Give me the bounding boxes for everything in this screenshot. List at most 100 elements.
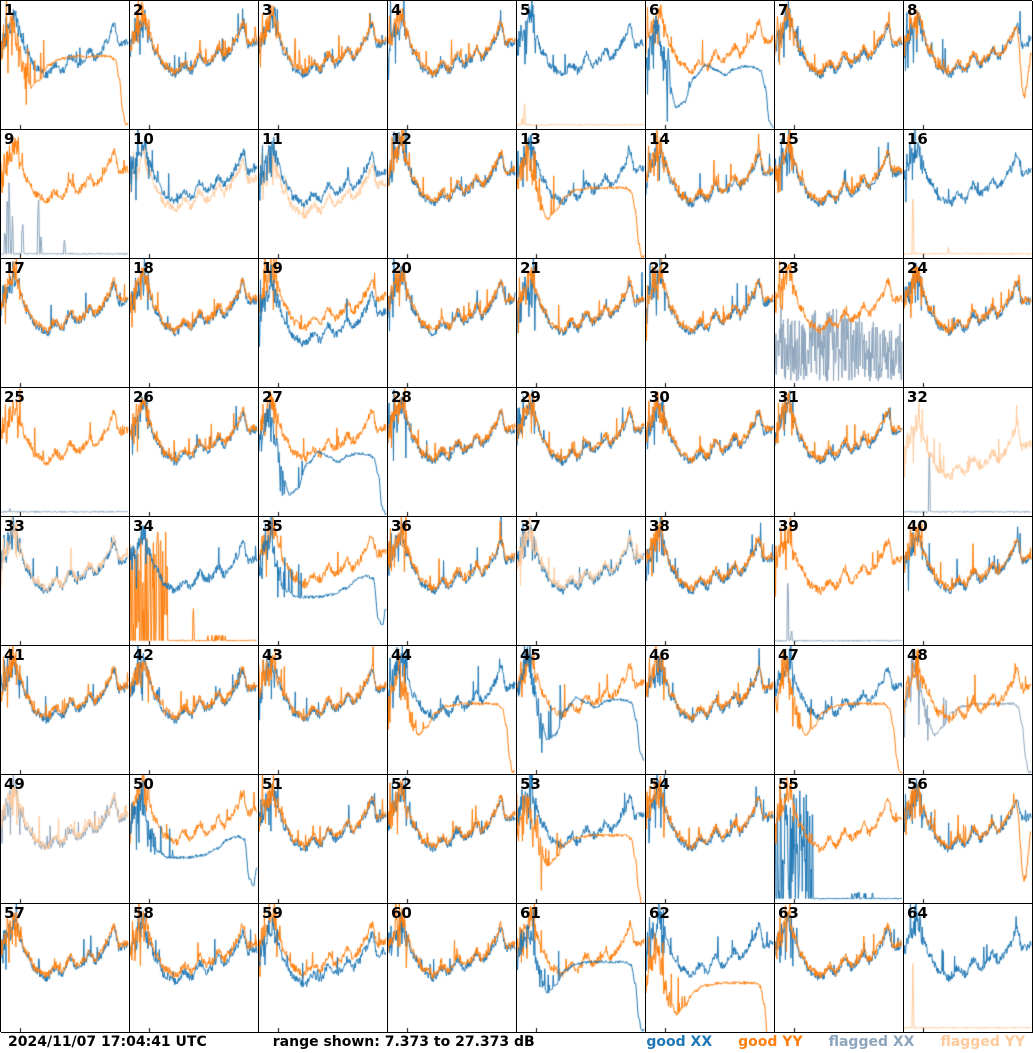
spectrum-panel-42[interactable]: 42: [130, 646, 259, 775]
spectrum-panel-48[interactable]: 48: [904, 646, 1033, 775]
spectrum-panel-22[interactable]: 22: [646, 259, 775, 388]
panel-number: 61: [520, 904, 541, 922]
panel-number: 40: [907, 517, 928, 535]
spectrum-panel-17[interactable]: 17: [1, 259, 130, 388]
spectrum-plot-24: [904, 259, 1032, 387]
spectrum-panel-5[interactable]: 5: [517, 1, 646, 130]
spectrum-panel-28[interactable]: 28: [388, 388, 517, 517]
spectrum-panel-11[interactable]: 11: [259, 130, 388, 259]
spectrum-panel-63[interactable]: 63: [775, 904, 904, 1033]
spectrum-plot-31: [775, 388, 903, 516]
spectrum-panel-10[interactable]: 10: [130, 130, 259, 259]
spectrum-panel-27[interactable]: 27: [259, 388, 388, 517]
spectrum-panel-19[interactable]: 19: [259, 259, 388, 388]
panel-number: 18: [133, 259, 154, 277]
spectrum-panel-34[interactable]: 34: [130, 517, 259, 646]
spectrum-panel-36[interactable]: 36: [388, 517, 517, 646]
spectrum-panel-29[interactable]: 29: [517, 388, 646, 517]
spectrum-plot-15: [775, 130, 903, 258]
spectrum-panel-15[interactable]: 15: [775, 130, 904, 259]
spectrum-panel-14[interactable]: 14: [646, 130, 775, 259]
panel-number: 22: [649, 259, 670, 277]
spectrum-panel-60[interactable]: 60: [388, 904, 517, 1033]
spectrum-panel-8[interactable]: 8: [904, 1, 1033, 130]
spectrum-plot-52: [388, 775, 516, 903]
panel-number: 35: [262, 517, 283, 535]
spectrum-panel-35[interactable]: 35: [259, 517, 388, 646]
spectrum-panel-41[interactable]: 41: [1, 646, 130, 775]
spectrum-panel-52[interactable]: 52: [388, 775, 517, 904]
panel-number: 39: [778, 517, 799, 535]
spectrum-panel-1[interactable]: 1: [1, 1, 130, 130]
spectrum-panel-21[interactable]: 21: [517, 259, 646, 388]
panel-number: 19: [262, 259, 283, 277]
spectrum-panel-59[interactable]: 59: [259, 904, 388, 1033]
spectrum-panel-16[interactable]: 16: [904, 130, 1033, 259]
spectrum-panel-53[interactable]: 53: [517, 775, 646, 904]
spectrum-plot-40: [904, 517, 1032, 645]
spectrum-plot-43: [259, 646, 387, 774]
spectrum-panel-51[interactable]: 51: [259, 775, 388, 904]
spectrum-panel-31[interactable]: 31: [775, 388, 904, 517]
spectrum-panel-37[interactable]: 37: [517, 517, 646, 646]
spectrum-panel-44[interactable]: 44: [388, 646, 517, 775]
spectrum-panel-7[interactable]: 7: [775, 1, 904, 130]
spectrum-panel-25[interactable]: 25: [1, 388, 130, 517]
spectrum-panel-54[interactable]: 54: [646, 775, 775, 904]
panel-number: 15: [778, 130, 799, 148]
spectrum-panel-46[interactable]: 46: [646, 646, 775, 775]
spectrum-panel-9[interactable]: 9: [1, 130, 130, 259]
spectrum-plot-23: [775, 259, 903, 387]
spectrum-plot-51: [259, 775, 387, 903]
spectrum-panel-24[interactable]: 24: [904, 259, 1033, 388]
spectrum-panel-40[interactable]: 40: [904, 517, 1033, 646]
spectrum-panel-3[interactable]: 3: [259, 1, 388, 130]
panel-number: 58: [133, 904, 154, 922]
spectrum-panel-49[interactable]: 49: [1, 775, 130, 904]
status-bar: 2024/11/07 17:04:41 UTC range shown: 7.3…: [0, 1032, 1033, 1052]
spectrum-panel-12[interactable]: 12: [388, 130, 517, 259]
spectrum-panel-32[interactable]: 32: [904, 388, 1033, 517]
spectrum-panel-47[interactable]: 47: [775, 646, 904, 775]
spectrum-panel-50[interactable]: 50: [130, 775, 259, 904]
panel-number: 51: [262, 775, 283, 793]
panel-number: 21: [520, 259, 541, 277]
spectrum-panel-13[interactable]: 13: [517, 130, 646, 259]
spectrum-plot-12: [388, 130, 516, 258]
spectrum-panel-57[interactable]: 57: [1, 904, 130, 1033]
spectrum-plot-19: [259, 259, 387, 387]
spectrum-panel-43[interactable]: 43: [259, 646, 388, 775]
spectrum-panel-18[interactable]: 18: [130, 259, 259, 388]
spectrum-panel-6[interactable]: 6: [646, 1, 775, 130]
spectrum-panel-39[interactable]: 39: [775, 517, 904, 646]
spectrum-panel-58[interactable]: 58: [130, 904, 259, 1033]
spectrum-panel-4[interactable]: 4: [388, 1, 517, 130]
spectrum-panel-61[interactable]: 61: [517, 904, 646, 1033]
spectrum-panel-45[interactable]: 45: [517, 646, 646, 775]
spectrum-panel-23[interactable]: 23: [775, 259, 904, 388]
spectrum-panel-30[interactable]: 30: [646, 388, 775, 517]
spectrum-panel-56[interactable]: 56: [904, 775, 1033, 904]
spectrum-plot-41: [1, 646, 129, 774]
spectrum-plot-22: [646, 259, 774, 387]
spectrum-plot-50: [130, 775, 258, 903]
panel-number: 8: [907, 1, 918, 19]
panel-number: 10: [133, 130, 154, 148]
spectrum-panel-2[interactable]: 2: [130, 1, 259, 130]
spectrum-plot-1: [1, 1, 129, 129]
panel-number: 17: [4, 259, 25, 277]
spectrum-panel-62[interactable]: 62: [646, 904, 775, 1033]
spectrum-panel-64[interactable]: 64: [904, 904, 1033, 1033]
spectrum-panel-38[interactable]: 38: [646, 517, 775, 646]
spectrum-panel-55[interactable]: 55: [775, 775, 904, 904]
panel-number: 1: [4, 1, 15, 19]
legend-good-xx: good XX: [646, 1034, 713, 1050]
panel-number: 49: [4, 775, 25, 793]
spectrum-panel-20[interactable]: 20: [388, 259, 517, 388]
panel-number: 32: [907, 388, 928, 406]
spectrum-plot-44: [388, 646, 516, 774]
spectrum-panel-33[interactable]: 33: [1, 517, 130, 646]
spectrum-plot-54: [646, 775, 774, 903]
spectrum-panel-26[interactable]: 26: [130, 388, 259, 517]
